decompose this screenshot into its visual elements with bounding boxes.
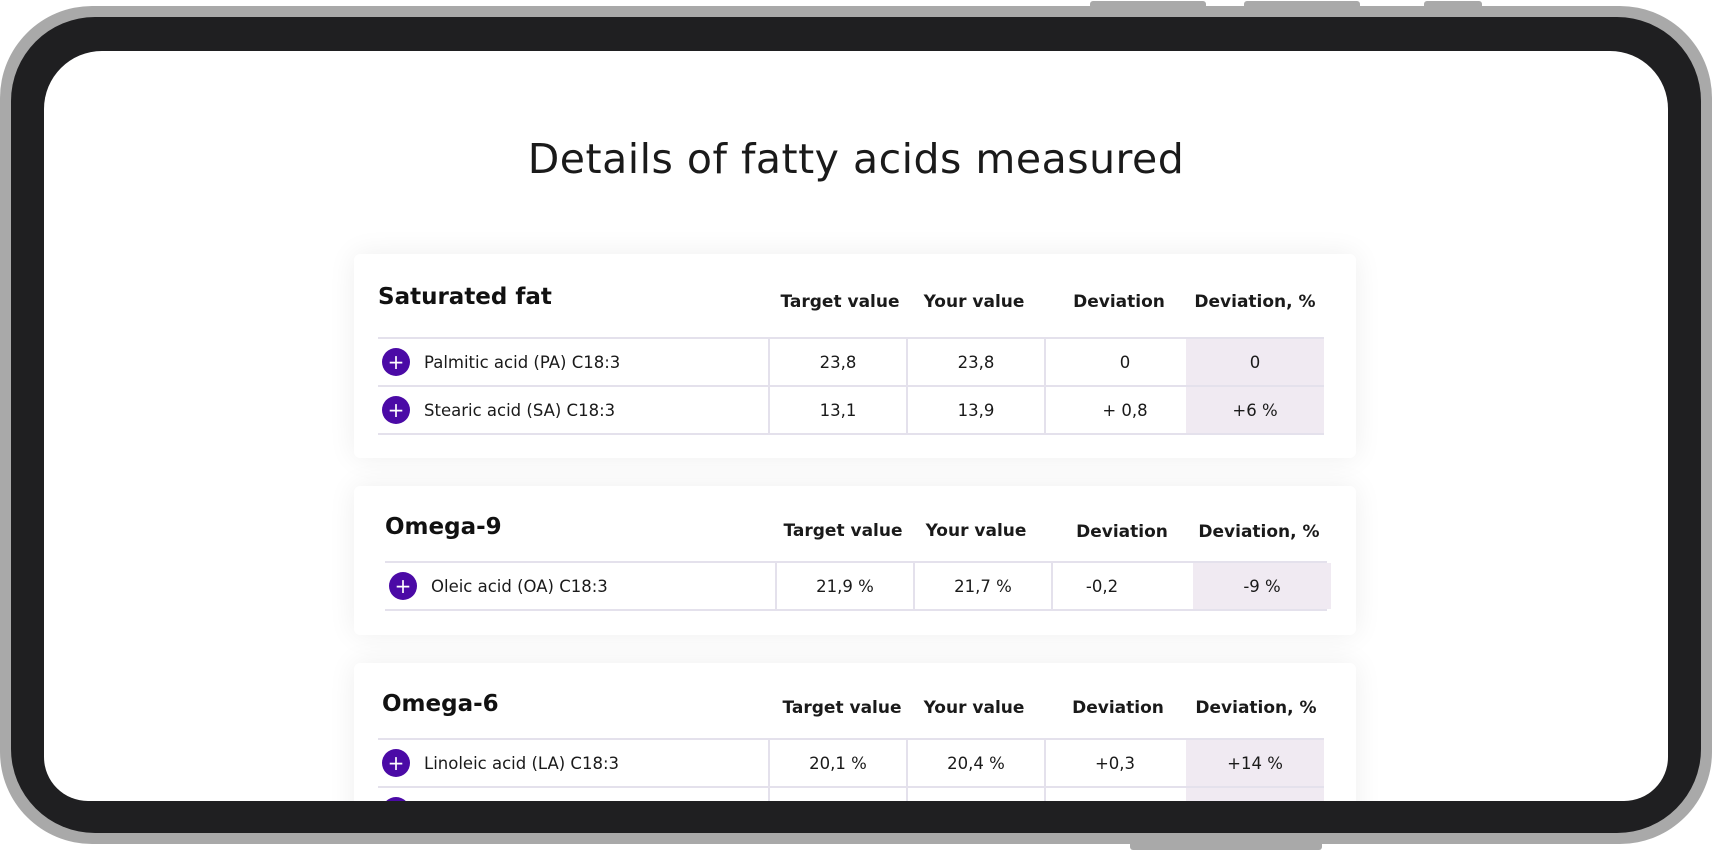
plus-icon[interactable]: +: [382, 348, 410, 376]
your-value: 23,8: [908, 339, 1046, 385]
acid-name: Linoleic acid (LA) C18:3: [424, 753, 620, 773]
plus-icon[interactable]: +: [382, 749, 410, 777]
your-value: 20,4 %: [908, 740, 1046, 786]
deviation-pct-value: -9 %: [1193, 563, 1331, 609]
card-saturated-fat: Saturated fat Target value Your value De…: [354, 254, 1356, 458]
deviation-pct-value: +14 %: [1186, 740, 1324, 786]
deviation-pct-value: [1186, 788, 1324, 801]
acid-name-cell: + Palmitic acid (PA) C18:3: [378, 339, 770, 385]
acid-name: Oleic acid (OA) C18:3: [431, 576, 608, 596]
card-omega-6: Omega-6 Target value Your value Deviatio…: [354, 663, 1356, 801]
acid-name: Palmitic acid (PA) C18:3: [424, 352, 621, 372]
table-row: + Stearic acid (SA) C18:3 13,1 13,9 + 0,…: [378, 385, 1324, 435]
acid-name-cell: + Linoleic acid (LA) C18:3: [378, 740, 770, 786]
table-row: [378, 786, 1324, 801]
deviation-value: +0,3: [1094, 753, 1136, 773]
column-header-deviation-pct: Deviation, %: [1194, 292, 1316, 312]
group-title: Omega-6: [382, 691, 499, 717]
target-value: 23,8: [770, 339, 908, 385]
column-header-your-value: Your value: [923, 292, 1025, 312]
deviation-value: 0: [1119, 352, 1131, 372]
column-header-deviation-pct: Deviation, %: [1195, 698, 1317, 718]
acid-name-cell: [378, 788, 770, 801]
group-title: Omega-9: [385, 514, 502, 540]
your-value: 21,7 %: [915, 563, 1053, 609]
column-header-your-value: Your value: [923, 698, 1025, 718]
plus-icon[interactable]: +: [382, 396, 410, 424]
your-value: 13,9: [908, 387, 1046, 433]
your-value: [908, 788, 1046, 801]
target-value: 20,1 %: [770, 740, 908, 786]
group-title: Saturated fat: [378, 284, 552, 310]
volume-button: [1090, 1, 1206, 9]
table-row: + Oleic acid (OA) C18:3 21,9 % 21,7 % -0…: [385, 561, 1331, 611]
plus-icon[interactable]: [382, 797, 410, 801]
acid-name-cell: + Oleic acid (OA) C18:3: [385, 563, 777, 609]
acid-name-cell: + Stearic acid (SA) C18:3: [378, 387, 770, 433]
table-row: + Palmitic acid (PA) C18:3 23,8 23,8 0 0: [378, 337, 1324, 385]
power-button: [1424, 1, 1482, 9]
deviation-pct-value: +6 %: [1186, 387, 1324, 433]
plus-icon[interactable]: +: [389, 572, 417, 600]
column-header-deviation-pct: Deviation, %: [1198, 522, 1320, 542]
column-header-target: Target value: [780, 292, 900, 312]
target-value: [770, 788, 908, 801]
column-header-deviation: Deviation: [1076, 522, 1168, 542]
deviation-value: -0,2: [1085, 576, 1119, 596]
column-header-deviation: Deviation: [1072, 698, 1164, 718]
deviation-value: + 0,8: [1102, 400, 1148, 420]
page-title: Details of fatty acids measured: [527, 135, 1185, 183]
column-header-target: Target value: [782, 698, 902, 718]
deviation-pct-value: 0: [1186, 339, 1324, 385]
volume-button: [1244, 1, 1360, 9]
target-value: 13,1: [770, 387, 908, 433]
column-header-target: Target value: [783, 521, 903, 541]
screen: Details of fatty acids measured Saturate…: [44, 51, 1668, 801]
card-omega-9: Omega-9 Target value Your value Deviatio…: [354, 486, 1356, 635]
column-header-deviation: Deviation: [1073, 292, 1165, 312]
side-button: [1130, 842, 1322, 850]
column-header-your-value: Your value: [925, 521, 1027, 541]
table-row: + Linoleic acid (LA) C18:3 20,1 % 20,4 %…: [378, 738, 1324, 786]
acid-name: Stearic acid (SA) C18:3: [424, 400, 616, 420]
target-value: 21,9 %: [777, 563, 915, 609]
